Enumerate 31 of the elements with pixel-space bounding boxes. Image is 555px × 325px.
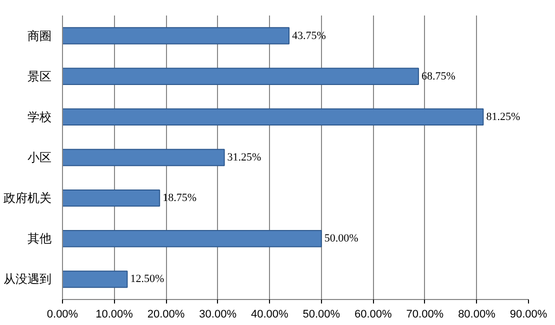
data-label: 18.75% xyxy=(162,192,197,204)
bar xyxy=(62,230,322,248)
bar xyxy=(62,270,128,288)
bar xyxy=(62,108,484,126)
x-tick-label: 20.00% xyxy=(147,308,185,320)
y-tick-label: 从没遇到 xyxy=(4,272,52,286)
data-label: 31.25% xyxy=(227,152,262,164)
data-label: 81.25% xyxy=(486,110,520,123)
bar xyxy=(62,189,160,207)
x-tick-label: 40.00% xyxy=(250,308,288,320)
bar xyxy=(62,68,419,85)
x-tick-label: 80.00% xyxy=(458,308,496,320)
bar xyxy=(62,27,290,44)
x-tick-label: 30.00% xyxy=(199,308,237,320)
x-tick-label: 0.00% xyxy=(46,308,78,320)
x-tick-label: 70.00% xyxy=(406,308,444,320)
x-tick-label: 10.00% xyxy=(96,308,134,320)
data-label: 68.75% xyxy=(421,70,456,82)
data-label: 43.75% xyxy=(292,30,326,42)
x-tick-label: 60.00% xyxy=(354,308,392,320)
y-tick-label: 商圈 xyxy=(28,28,52,43)
bar xyxy=(62,148,225,166)
x-tick-label: 90.00% xyxy=(510,308,548,320)
x-tick-label: 50.00% xyxy=(302,308,340,320)
data-label: 12.50% xyxy=(130,273,164,286)
y-tick-label: 景区 xyxy=(28,69,52,84)
y-tick-label: 小区 xyxy=(28,150,52,164)
y-tick-label: 其他 xyxy=(28,232,52,246)
data-label: 50.00% xyxy=(324,232,358,245)
y-tick-label: 学校 xyxy=(28,110,52,124)
y-tick-label: 政府机关 xyxy=(4,191,52,206)
